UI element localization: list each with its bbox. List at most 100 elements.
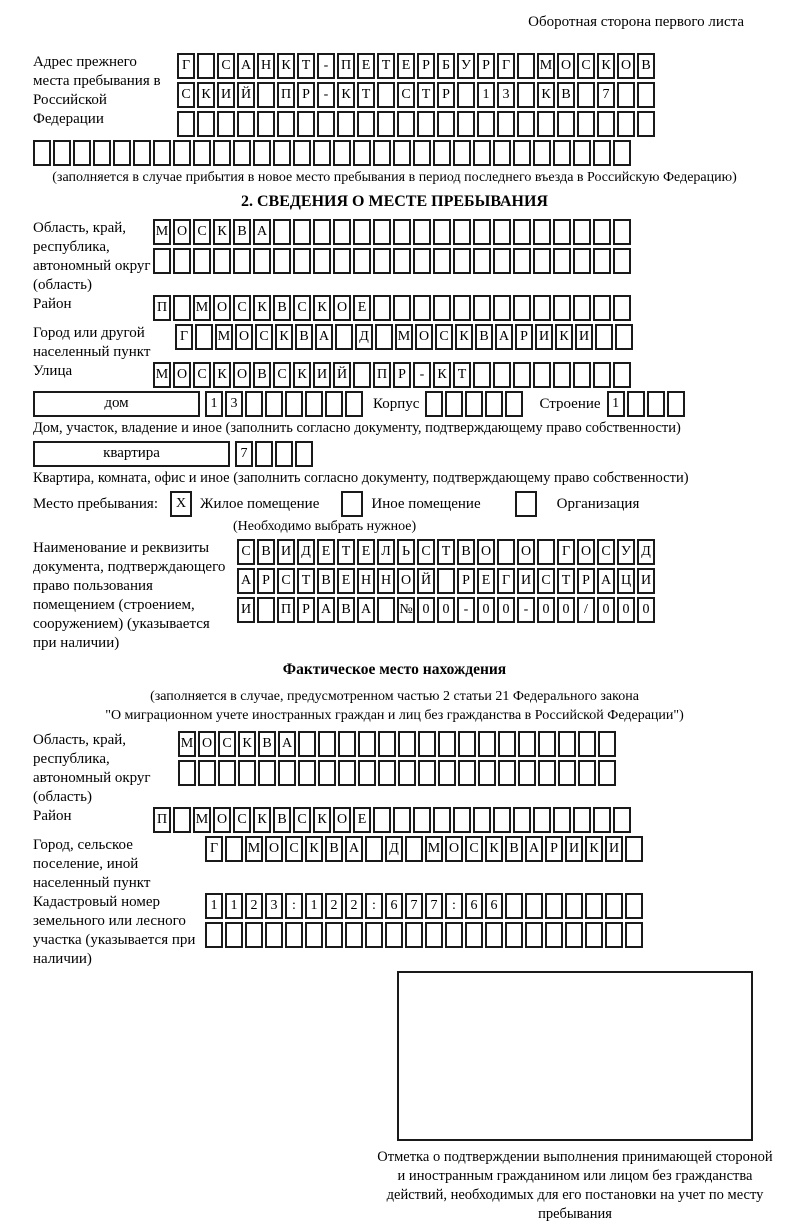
char-cell	[293, 140, 311, 166]
char-cell: Т	[377, 53, 395, 79]
char-cell	[598, 731, 616, 757]
char-cell	[573, 219, 591, 245]
char-cell: В	[457, 539, 475, 565]
char-cell: К	[213, 219, 231, 245]
char-cell: И	[237, 597, 255, 623]
actual-location-note-1: (заполняется в случае, предусмотренном ч…	[150, 689, 639, 704]
char-cell: 0	[437, 597, 455, 623]
char-cell	[493, 248, 511, 274]
char-cell	[517, 82, 535, 108]
char-cell: Г	[177, 53, 195, 79]
char-cell	[518, 731, 536, 757]
char-cell	[637, 111, 655, 137]
char-cell: 0	[477, 597, 495, 623]
char-cell	[493, 362, 511, 388]
char-cell: 0	[597, 597, 615, 623]
char-cell	[513, 248, 531, 274]
char-cell	[625, 922, 643, 948]
char-cell	[565, 893, 583, 919]
char-cell	[478, 731, 496, 757]
char-cell	[365, 836, 383, 862]
char-cell	[513, 807, 531, 833]
char-cell	[213, 140, 231, 166]
char-cell	[493, 140, 511, 166]
char-cell: К	[433, 362, 451, 388]
char-cell	[375, 324, 393, 350]
char-cell: В	[325, 836, 343, 862]
char-cell	[418, 760, 436, 786]
region-label: Область, край, республика, автономный ок…	[33, 220, 151, 293]
char-cell: :	[365, 893, 383, 919]
char-cell	[405, 922, 423, 948]
char-cell: Н	[257, 53, 275, 79]
char-cell	[173, 807, 191, 833]
char-cell	[377, 597, 395, 623]
char-cell: П	[153, 807, 171, 833]
char-cell: Р	[515, 324, 533, 350]
char-cell: В	[557, 82, 575, 108]
char-cell: Т	[417, 82, 435, 108]
char-cell	[377, 82, 395, 108]
char-cell	[245, 391, 263, 417]
char-cell	[617, 111, 635, 137]
prev-address-block: Адрес прежнего места пребывания в Россий…	[33, 53, 756, 140]
stay-type-block: Место пребывания: X Жилое помещение Иное…	[33, 491, 756, 517]
char-cell: -	[317, 82, 335, 108]
char-cell	[578, 760, 596, 786]
char-cell: П	[277, 82, 295, 108]
char-cell	[573, 362, 591, 388]
char-cell	[593, 219, 611, 245]
char-cell: В	[295, 324, 313, 350]
stay-type-note: (Необходимо выбрать нужное)	[233, 519, 417, 534]
char-cell	[457, 111, 475, 137]
char-cell: О	[577, 539, 595, 565]
char-cell	[465, 391, 484, 417]
char-cell: 0	[617, 597, 635, 623]
char-cell: -	[517, 597, 535, 623]
char-cell: 0	[637, 597, 655, 623]
char-cell	[625, 893, 643, 919]
char-cell: С	[537, 568, 555, 594]
char-cell	[217, 111, 235, 137]
char-cell: П	[277, 597, 295, 623]
char-cell	[517, 53, 535, 79]
char-cell: О	[265, 836, 283, 862]
char-cell	[378, 731, 396, 757]
char-cell: Е	[353, 295, 371, 321]
char-cell: О	[235, 324, 253, 350]
region-row-2	[153, 248, 633, 274]
char-cell	[197, 53, 215, 79]
char-cell: 1	[477, 82, 495, 108]
char-cell: -	[457, 597, 475, 623]
stroenie-cells: 1	[606, 391, 687, 417]
char-cell	[205, 922, 223, 948]
char-cell: К	[253, 807, 271, 833]
char-cell: О	[213, 295, 231, 321]
char-cell: К	[537, 82, 555, 108]
char-cell: Д	[385, 836, 403, 862]
confirmation-caption: Отметка о подтверждении выполнения прини…	[377, 1149, 773, 1222]
char-cell: Е	[353, 807, 371, 833]
char-cell	[605, 893, 623, 919]
char-cell: К	[313, 295, 331, 321]
char-cell: В	[257, 539, 275, 565]
region-block: Область, край, республика, автономный ок…	[33, 219, 756, 295]
char-cell: И	[313, 362, 331, 388]
char-cell: К	[197, 82, 215, 108]
char-cell: С	[217, 53, 235, 79]
char-cell	[558, 760, 576, 786]
char-cell	[595, 324, 613, 350]
char-cell: К	[555, 324, 573, 350]
char-cell	[173, 295, 191, 321]
char-cell	[505, 893, 523, 919]
char-cell	[453, 219, 471, 245]
char-cell: 0	[537, 597, 555, 623]
char-cell	[533, 362, 551, 388]
